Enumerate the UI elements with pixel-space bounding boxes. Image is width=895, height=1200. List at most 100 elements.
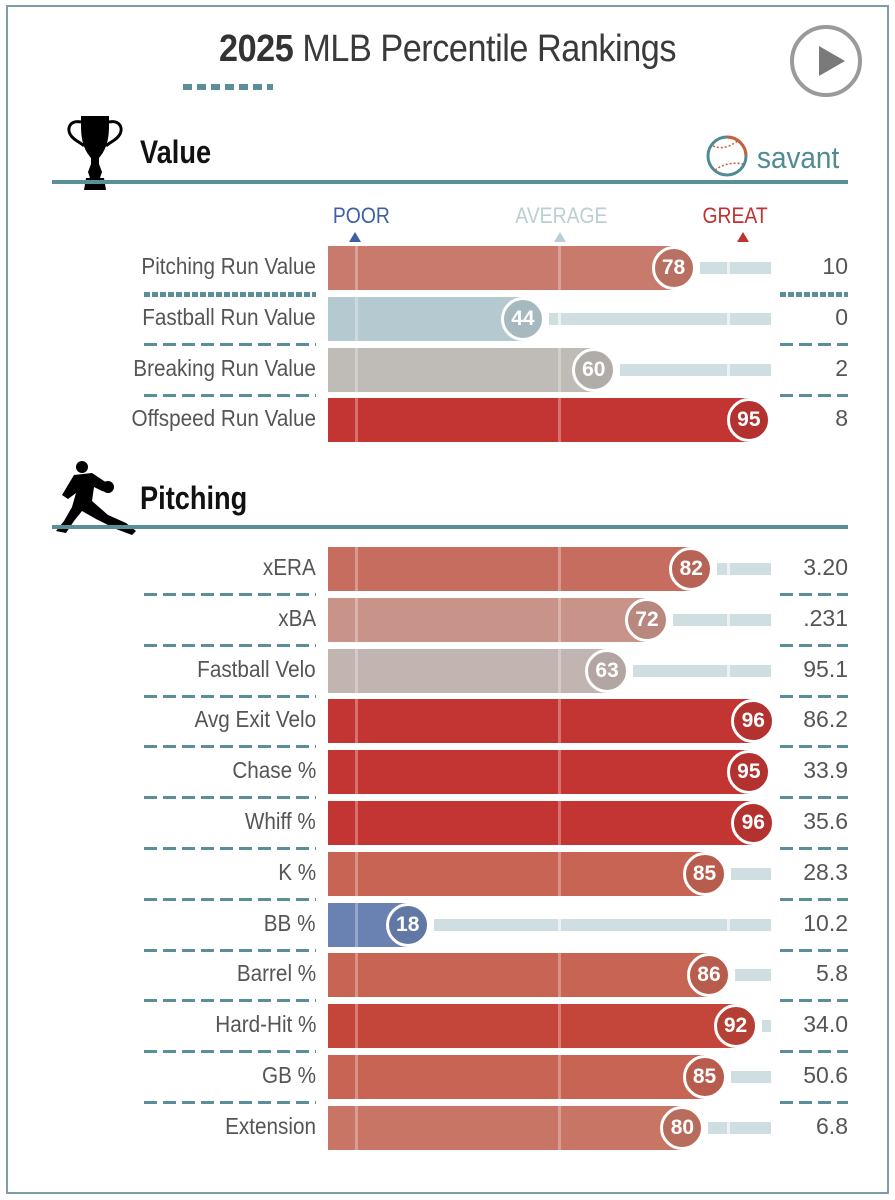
row-separator xyxy=(144,593,316,596)
percentile-bar[interactable] xyxy=(328,851,705,896)
row-label: GB % xyxy=(261,1062,316,1088)
row-label: Avg Exit Velo xyxy=(194,706,316,733)
row-value: 33.9 xyxy=(803,757,848,784)
row-separator xyxy=(780,292,848,297)
percentile-badge: 96 xyxy=(731,699,776,744)
percentile-bar[interactable] xyxy=(328,1105,683,1150)
bar-gridline xyxy=(354,547,358,591)
bar-gridline xyxy=(354,597,358,642)
row-separator xyxy=(780,393,848,397)
row-label: Hard-Hit % xyxy=(214,1011,316,1038)
percentile-track xyxy=(619,363,771,376)
percentile-bar[interactable] xyxy=(328,398,749,443)
bar-gridline xyxy=(354,801,358,845)
value-section-rule xyxy=(52,180,848,184)
title-text: MLB Percentile Rankings xyxy=(302,28,676,70)
percentile-bar[interactable] xyxy=(328,296,523,341)
percentile-bar[interactable] xyxy=(328,953,709,998)
row-label: BB % xyxy=(264,909,316,936)
brand-name: savant xyxy=(757,140,840,175)
section-title-value: Value xyxy=(140,134,212,170)
percentile-track xyxy=(734,969,771,982)
page-title: 2025 MLB Percentile Rankings xyxy=(45,28,851,71)
bar-gridline xyxy=(558,547,562,591)
percentile-track xyxy=(730,1071,771,1083)
row-separator xyxy=(144,292,316,297)
bar-gridline xyxy=(354,296,358,341)
percentile-track xyxy=(730,867,771,880)
percentile-track xyxy=(717,563,771,575)
percentile-track xyxy=(708,1121,771,1134)
percentile-badge: 18 xyxy=(385,902,430,947)
percentile-bar[interactable] xyxy=(328,246,674,290)
row-separator xyxy=(144,393,316,397)
track-gridline xyxy=(726,312,730,325)
percentile-badge: 44 xyxy=(500,296,545,341)
pitcher-icon xyxy=(52,459,138,537)
row-label: xERA xyxy=(263,554,316,580)
percentile-bar[interactable] xyxy=(328,1004,736,1049)
bar-gridline xyxy=(354,902,358,947)
baseball-icon xyxy=(705,134,749,183)
percentile-bar[interactable] xyxy=(328,750,749,795)
row-separator xyxy=(144,342,316,346)
percentile-bar[interactable] xyxy=(328,547,692,591)
bar-gridline xyxy=(558,246,562,290)
row-separator xyxy=(144,999,316,1003)
bar-gridline xyxy=(354,851,358,896)
bar-gridline xyxy=(558,398,562,443)
percentile-badge: 86 xyxy=(686,953,731,998)
percentile-badge: 95 xyxy=(726,398,771,443)
trophy-icon xyxy=(64,112,126,192)
play-button[interactable] xyxy=(790,25,862,97)
row-label: Whiff % xyxy=(245,808,316,834)
row-value: 28.3 xyxy=(803,858,848,885)
percentile-track xyxy=(672,613,771,626)
percentile-bar[interactable] xyxy=(328,648,608,693)
title-underline xyxy=(183,84,273,90)
row-value: 95.1 xyxy=(803,655,848,682)
percentile-badge: 82 xyxy=(669,547,714,591)
bar-gridline xyxy=(558,1105,562,1150)
percentile-badge: 80 xyxy=(660,1105,705,1150)
track-gridline xyxy=(726,262,730,274)
percentile-bar[interactable] xyxy=(328,597,647,642)
row-separator xyxy=(780,1101,848,1104)
percentile-bar[interactable] xyxy=(328,699,754,744)
row-value: 6.8 xyxy=(816,1112,848,1139)
row-label: K % xyxy=(278,858,316,885)
row-value: 3.20 xyxy=(803,554,848,580)
section-title-pitching: Pitching xyxy=(140,480,248,516)
track-gridline xyxy=(726,1121,730,1134)
percentile-badge: 96 xyxy=(731,801,776,845)
bar-gridline xyxy=(354,1055,358,1099)
row-value: 5.8 xyxy=(816,960,848,987)
scale-great-label: GREAT xyxy=(702,203,768,228)
percentile-bar[interactable] xyxy=(328,1055,705,1099)
bar-gridline xyxy=(354,750,358,795)
bar-gridline xyxy=(354,953,358,998)
row-separator xyxy=(780,999,848,1003)
bar-gridline xyxy=(558,699,562,744)
row-separator xyxy=(144,745,316,749)
percentile-bar[interactable] xyxy=(328,801,754,845)
row-separator xyxy=(780,1050,848,1054)
row-label: Extension xyxy=(225,1112,316,1139)
percentile-track xyxy=(433,918,771,931)
row-value: 10 xyxy=(822,253,848,279)
row-label: Barrel % xyxy=(236,960,316,987)
bar-gridline xyxy=(354,1105,358,1150)
poor-marker-icon xyxy=(349,232,361,242)
pitching-section-rule xyxy=(52,525,848,529)
bar-gridline xyxy=(558,1055,562,1099)
bar-gridline xyxy=(558,801,562,845)
percentile-track xyxy=(548,312,771,325)
row-label: Breaking Run Value xyxy=(133,354,316,381)
savant-logo[interactable]: savant xyxy=(705,134,848,183)
row-value: 8 xyxy=(835,405,848,432)
bar-gridline xyxy=(354,648,358,693)
percentile-badge: 92 xyxy=(713,1004,758,1049)
row-value: 10.2 xyxy=(803,909,848,936)
percentile-bar[interactable] xyxy=(328,347,594,392)
track-gridline xyxy=(558,312,562,325)
